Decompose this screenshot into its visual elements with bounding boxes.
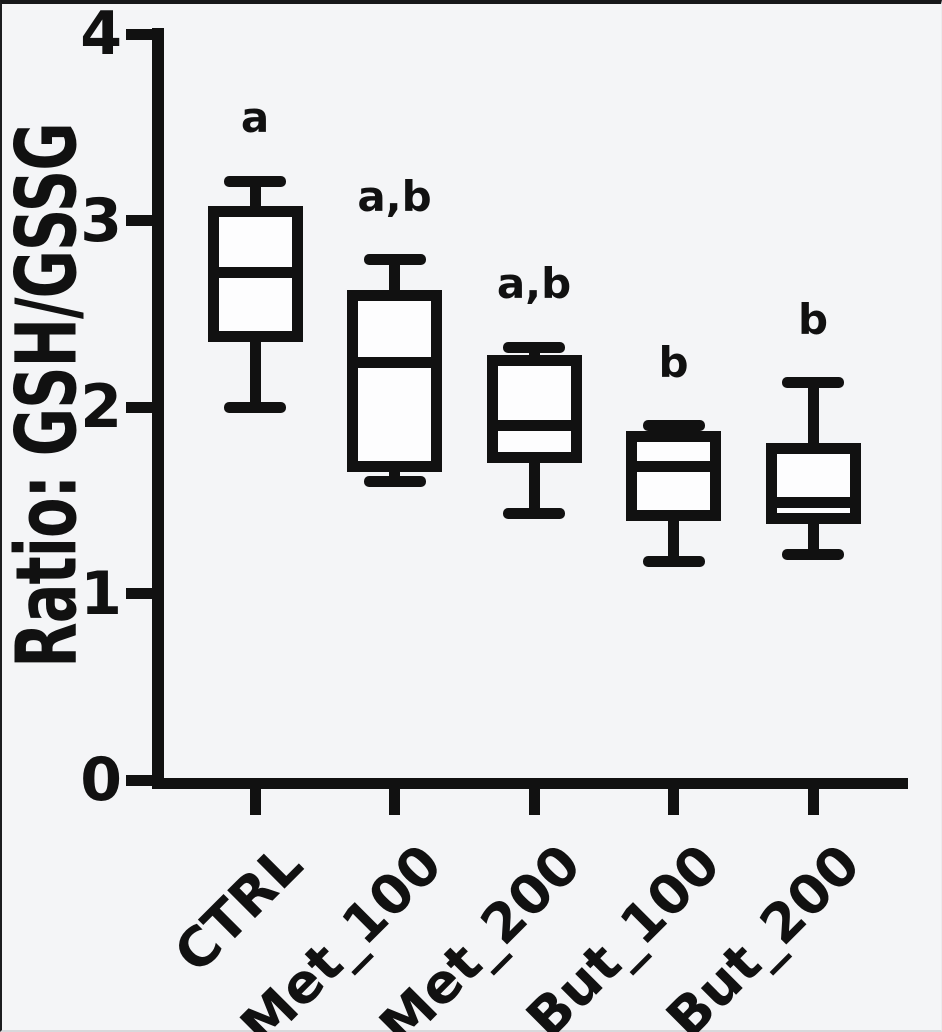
box bbox=[626, 431, 721, 521]
whisker-cap-lower bbox=[642, 556, 705, 568]
whisker-cap-upper bbox=[224, 175, 286, 187]
y-tick-label: 0 bbox=[80, 745, 122, 815]
x-tick bbox=[807, 789, 819, 815]
whisker-cap-upper bbox=[503, 341, 565, 353]
significance-label: b bbox=[658, 337, 689, 387]
significance-label: a,b bbox=[357, 171, 432, 221]
box bbox=[347, 289, 442, 473]
whisker-cap-upper bbox=[782, 377, 844, 389]
whisker-cap-upper bbox=[363, 254, 426, 266]
significance-label: a,b bbox=[496, 259, 572, 309]
y-axis-line bbox=[152, 28, 164, 789]
whisker-cap-upper bbox=[642, 420, 705, 432]
whisker-cap-lower bbox=[503, 507, 565, 519]
y-tick bbox=[126, 28, 152, 40]
median-line bbox=[626, 461, 721, 473]
y-tick bbox=[126, 774, 152, 786]
y-tick bbox=[126, 215, 152, 226]
median-line bbox=[765, 496, 861, 508]
whisker-upper bbox=[668, 425, 679, 437]
whisker-lower bbox=[528, 457, 540, 514]
whisker-upper bbox=[389, 259, 400, 296]
whisker-upper bbox=[528, 347, 540, 361]
y-tick-label: 2 bbox=[80, 372, 122, 442]
significance-label: b bbox=[797, 294, 829, 344]
whisker-cap-lower bbox=[224, 401, 286, 413]
x-tick bbox=[249, 789, 261, 815]
whisker-cap-lower bbox=[363, 476, 426, 488]
y-tick-label: 4 bbox=[80, 0, 122, 69]
box bbox=[765, 442, 861, 525]
y-tick bbox=[126, 401, 152, 413]
whisker-lower bbox=[807, 518, 819, 555]
whisker-lower bbox=[668, 515, 679, 562]
x-tick bbox=[389, 789, 400, 815]
y-tick-label: 3 bbox=[80, 185, 122, 256]
whisker-cap-lower bbox=[782, 548, 844, 560]
median-line bbox=[347, 356, 442, 368]
x-tick bbox=[528, 789, 540, 815]
box bbox=[486, 354, 582, 463]
median-line bbox=[207, 267, 303, 279]
whisker-lower bbox=[249, 336, 261, 407]
x-axis-line bbox=[152, 778, 908, 789]
significance-label: a bbox=[240, 93, 270, 143]
whisker-upper bbox=[249, 181, 261, 212]
x-tick bbox=[668, 789, 679, 815]
whisker-upper bbox=[807, 382, 819, 449]
y-tick bbox=[126, 588, 152, 599]
whisker-lower bbox=[389, 466, 400, 482]
y-tick-label: 1 bbox=[80, 558, 122, 629]
median-line bbox=[486, 420, 582, 432]
